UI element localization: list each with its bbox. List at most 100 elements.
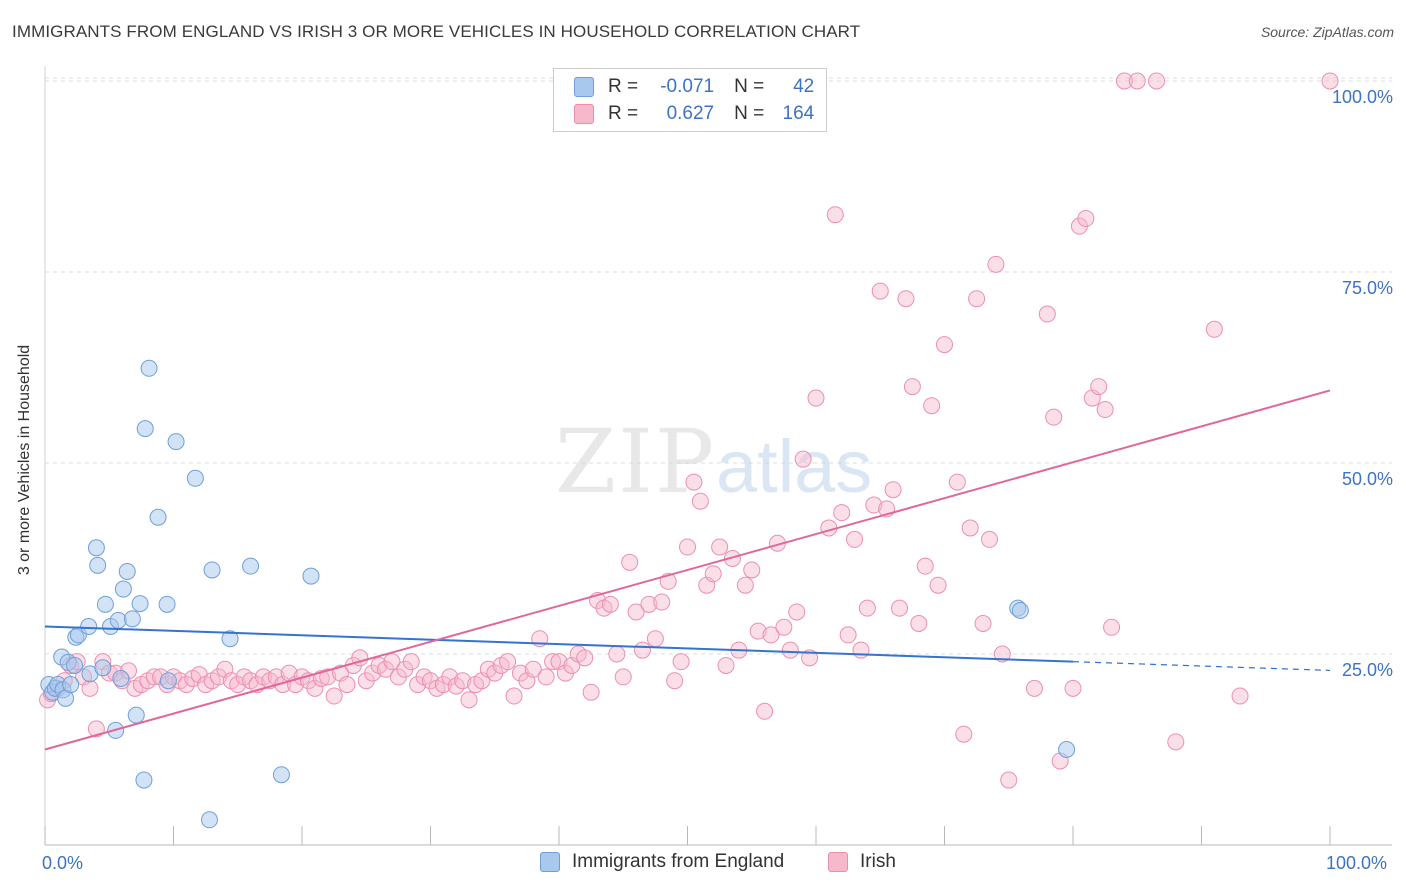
- irish-point: [537, 668, 555, 686]
- england-point: [62, 676, 80, 694]
- watermark: ZIP atlas: [555, 410, 872, 513]
- irish-point: [833, 504, 851, 522]
- england-point: [1011, 601, 1029, 619]
- irish-point: [582, 683, 600, 701]
- irish-point: [736, 576, 754, 594]
- irish-point: [601, 595, 619, 613]
- england-legend-label: Immigrants from England: [572, 851, 785, 872]
- irish-point: [1096, 401, 1114, 419]
- irish-point: [1231, 687, 1249, 705]
- irish-point: [704, 565, 722, 583]
- england-point: [1058, 741, 1076, 758]
- england-point: [167, 433, 185, 451]
- irish-point: [441, 668, 459, 686]
- irish-point: [640, 595, 658, 613]
- irish-point: [1045, 408, 1063, 426]
- england-trendline: [44, 625, 1074, 663]
- irish-point: [807, 389, 825, 407]
- england-legend-swatch: [540, 852, 560, 872]
- england-point: [140, 359, 158, 377]
- irish-point: [980, 530, 998, 548]
- y-tick-75: 75.0%: [1341, 278, 1393, 298]
- stats-legend: R = -0.071 N = 42 R = 0.627 N = 164: [553, 68, 827, 132]
- irish-point: [891, 599, 909, 617]
- england-point: [66, 656, 84, 674]
- irish-point: [499, 653, 517, 671]
- irish-point: [1038, 305, 1056, 323]
- england-swatch: [574, 77, 594, 97]
- irish-point: [87, 720, 105, 738]
- irish-point: [691, 492, 709, 510]
- england-point: [135, 771, 153, 789]
- irish-point: [762, 626, 780, 644]
- irish-point: [858, 599, 876, 617]
- irish-point: [325, 687, 343, 705]
- irish-point: [524, 660, 542, 678]
- chart-title: IMMIGRANTS FROM ENGLAND VS IRISH 3 OR MO…: [12, 22, 861, 41]
- irish-point: [826, 206, 844, 224]
- legend-row-irish: R = 0.627 N = 164: [574, 102, 814, 126]
- irish-point: [1000, 771, 1018, 789]
- irish-point: [460, 691, 478, 709]
- legend-row-england: R = -0.071 N = 42: [574, 75, 814, 99]
- legend-item-irish[interactable]: Irish: [828, 851, 896, 873]
- watermark-atlas: atlas: [716, 425, 872, 508]
- england-point: [109, 611, 127, 629]
- irish-point: [614, 668, 632, 686]
- irish-point: [897, 290, 915, 308]
- england-point: [158, 595, 176, 613]
- irish-point: [775, 618, 793, 636]
- legend-item-england[interactable]: Immigrants from England: [540, 851, 784, 873]
- irish-point: [621, 553, 639, 571]
- irish-point: [177, 676, 195, 694]
- irish-point: [383, 653, 401, 671]
- irish-point: [679, 538, 696, 556]
- england-point: [96, 595, 114, 613]
- england-point: [94, 659, 112, 677]
- england-point: [136, 420, 154, 438]
- irish-point: [794, 450, 812, 468]
- england-point: [127, 706, 145, 724]
- england-point: [89, 556, 107, 574]
- irish-point: [929, 576, 947, 594]
- england-point: [159, 672, 177, 690]
- irish-point: [634, 641, 652, 659]
- irish-point: [646, 630, 664, 648]
- irish-point: [749, 622, 767, 640]
- irish-point: [910, 614, 928, 632]
- irish-point: [711, 538, 729, 556]
- irish-point: [1064, 679, 1082, 697]
- irish-point: [505, 687, 523, 705]
- england-point: [203, 561, 221, 579]
- england-n-label: N =: [734, 76, 765, 97]
- england-point: [221, 630, 239, 648]
- series-legend: Immigrants from England Irish: [0, 851, 1406, 877]
- irish-legend-label: Irish: [860, 851, 896, 872]
- axes: [44, 66, 1392, 846]
- irish-point: [801, 649, 819, 667]
- watermark-zip: ZIP: [555, 410, 716, 513]
- england-point: [80, 617, 98, 635]
- england-point: [186, 469, 204, 487]
- irish-point: [968, 290, 986, 308]
- irish-point: [338, 676, 356, 694]
- england-point: [200, 811, 218, 829]
- england-trendline-extension: [1072, 661, 1331, 672]
- irish-point: [781, 641, 799, 659]
- irish-point: [756, 702, 774, 720]
- irish-point: [319, 668, 337, 686]
- x-tick-min: 0.0%: [42, 853, 84, 873]
- irish-point: [544, 653, 562, 671]
- irish-point: [306, 679, 324, 697]
- irish-point: [1090, 378, 1108, 396]
- irish-point: [672, 653, 690, 671]
- irish-r-label: R =: [608, 103, 639, 124]
- irish-n-label: N =: [734, 103, 765, 124]
- irish-point: [1077, 210, 1095, 228]
- irish-point: [454, 672, 472, 690]
- irish-point: [852, 641, 870, 659]
- irish-point: [402, 653, 420, 671]
- irish-point: [903, 378, 921, 396]
- irish-point: [685, 473, 703, 491]
